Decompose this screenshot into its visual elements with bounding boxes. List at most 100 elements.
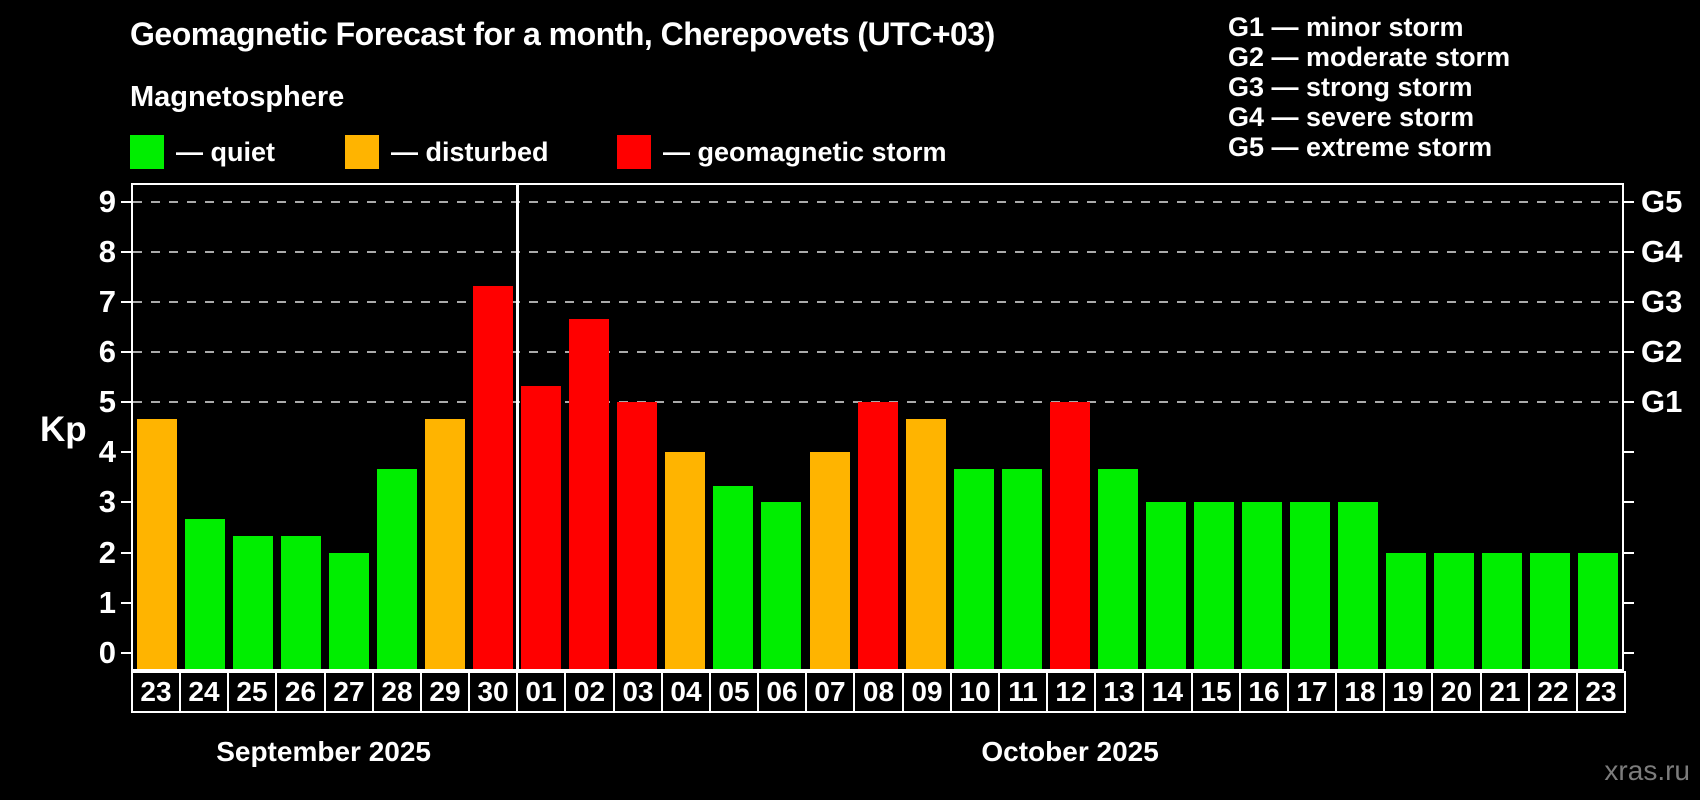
kp-bar-september-26	[281, 536, 322, 669]
kp-bar-october-16	[1241, 502, 1282, 669]
kp-bar-october-23	[1578, 552, 1618, 669]
day-label-box: 26	[275, 671, 326, 713]
g-legend-item-g5: G5 — extreme storm	[1228, 132, 1493, 162]
day-label-box: 17	[1287, 671, 1337, 713]
kp-bar-october-22	[1529, 552, 1570, 669]
day-label-box: 07	[805, 671, 855, 713]
g-legend-item-g3: G3 — strong storm	[1228, 72, 1473, 102]
plot-inner	[133, 185, 1622, 669]
day-label-box: 14	[1142, 671, 1193, 713]
legend-item-storm: — geomagnetic storm	[617, 135, 947, 169]
y-axis-tick-label: 2	[98, 534, 116, 570]
kp-bar-september-27	[329, 552, 370, 669]
kp-bar-september-25	[233, 536, 274, 669]
storm-color-swatch	[617, 135, 651, 169]
gridline-kp9	[133, 200, 1622, 203]
kp-bar-september-24	[185, 518, 225, 669]
y-axis-tick-left	[121, 401, 131, 404]
y-axis-tick-right	[1624, 301, 1634, 303]
month-label-october: October 2025	[981, 736, 1159, 767]
day-label-box: 08	[853, 671, 904, 713]
page-title: Geomagnetic Forecast for a month, Cherep…	[130, 16, 995, 52]
day-label-box: 25	[227, 671, 277, 713]
y-axis-tick-right	[1624, 351, 1634, 354]
y-axis-tick-left	[121, 651, 131, 654]
kp-bar-october-17	[1289, 502, 1330, 669]
kp-bar-october-12	[1049, 402, 1090, 669]
kp-bar-october-18	[1337, 502, 1378, 669]
kp-axis-label: Kp	[40, 410, 87, 449]
y-axis-tick-left	[121, 451, 131, 454]
gridline-kp5	[133, 401, 1622, 404]
day-label-box: 03	[613, 671, 663, 713]
day-label-box: 23	[1576, 671, 1626, 713]
y-axis-tick-right	[1624, 451, 1634, 454]
day-label-box: 27	[324, 671, 374, 713]
y-axis-tick-right	[1624, 401, 1634, 404]
legend-item-disturbed: — disturbed	[345, 135, 549, 169]
g-scale-label-g2: G2	[1641, 334, 1683, 370]
month-separator	[515, 185, 519, 669]
y-axis-tick-left	[121, 250, 131, 253]
y-axis-tick-right	[1624, 651, 1634, 654]
chart-subtitle: Magnetosphere	[130, 81, 345, 113]
kp-bar-september-23	[137, 418, 177, 669]
quiet-color-swatch	[130, 135, 164, 169]
day-label-box: 09	[902, 671, 952, 713]
day-label-box: 02	[564, 671, 615, 713]
day-label-box: 28	[372, 671, 422, 713]
day-label-box: 22	[1528, 671, 1578, 713]
y-axis-tick-label: 7	[98, 284, 116, 319]
day-label-box: 19	[1383, 671, 1433, 713]
month-label-september: September 2025	[216, 736, 431, 767]
day-label-box: 24	[179, 671, 229, 713]
day-label-box: 11	[998, 671, 1048, 713]
gridline-kp7	[133, 301, 1622, 303]
g-legend-item-g4: G4 — severe storm	[1228, 102, 1475, 132]
y-axis-tick-label: 6	[98, 334, 116, 370]
day-label-box: 23	[131, 671, 181, 713]
y-axis-tick-label: 9	[98, 183, 116, 219]
day-label-box: 04	[661, 671, 711, 713]
kp-bar-october-04	[665, 452, 706, 669]
y-axis-tick-right	[1624, 200, 1634, 203]
day-label-box: 29	[420, 671, 470, 713]
kp-bar-october-11	[1001, 468, 1042, 669]
kp-bar-october-03	[617, 402, 658, 669]
g-scale-label-g5: G5	[1641, 183, 1683, 219]
y-axis-tick-label: 5	[98, 384, 116, 420]
day-label-box: 30	[468, 671, 518, 713]
g-scale-legend: G1 — minor storm G2 — moderate storm G3 …	[1228, 12, 1510, 162]
kp-bar-october-09	[905, 418, 946, 669]
legend-label-disturbed: — disturbed	[391, 136, 549, 167]
y-axis-tick-label: 3	[98, 484, 116, 520]
kp-bar-october-08	[857, 402, 898, 669]
gridline-kp8	[133, 250, 1622, 253]
y-axis-tick-right	[1624, 601, 1634, 604]
y-axis-tick-left	[121, 351, 131, 354]
kp-bar-september-29	[425, 418, 466, 669]
kp-bar-october-19	[1385, 552, 1426, 669]
day-label-box: 05	[709, 671, 759, 713]
day-label-box: 21	[1480, 671, 1530, 713]
g-scale-label-g1: G1	[1641, 384, 1683, 420]
y-axis-tick-left	[121, 200, 131, 203]
legend-label-storm: — geomagnetic storm	[663, 136, 947, 167]
kp-bar-october-06	[761, 502, 802, 669]
y-axis-tick-left	[121, 601, 131, 604]
y-axis-tick-left	[121, 501, 131, 504]
y-axis-tick-left	[121, 301, 131, 303]
y-axis-tick-label: 8	[98, 233, 116, 269]
day-label-box: 18	[1335, 671, 1385, 713]
y-axis-tick-label: 0	[98, 634, 116, 670]
day-label-box: 15	[1191, 671, 1241, 713]
y-axis-tick-right	[1624, 501, 1634, 504]
day-label-box: 13	[1094, 671, 1144, 713]
day-label-box: 01	[516, 671, 566, 713]
g-scale-label-g4: G4	[1641, 233, 1683, 269]
kp-bar-october-14	[1145, 502, 1186, 669]
day-label-box: 06	[757, 671, 807, 713]
g-legend-item-g2: G2 — moderate storm	[1228, 42, 1511, 72]
kp-bar-october-21	[1481, 552, 1522, 669]
